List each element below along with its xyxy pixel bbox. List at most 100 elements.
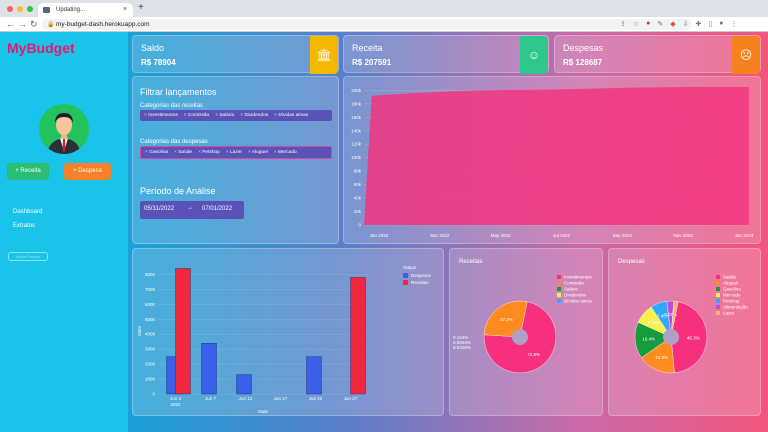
income-tag[interactable]: Comissão [184,113,209,118]
extension-red-icon[interactable]: ● [646,20,651,27]
sidebar-icon[interactable]: ▯ [708,21,713,28]
x-tick-label: Nov 2022 [674,233,694,238]
legend-label: Mercado [723,293,741,298]
faded-toggle-button[interactable]: Modo Escuro [8,252,48,261]
pie-title: Despesas [618,259,645,265]
filters-panel: Filtrar lançamentos Categorias das recei… [132,76,339,244]
nav-dashboard[interactable]: Dashboard [13,209,43,215]
kpi-saldo: Saldo R$ 78904 🏛 [132,35,339,74]
download-icon[interactable]: ⇩ [682,21,689,28]
eyedropper-icon[interactable]: ✎ [657,21,664,28]
expense-categories-dropdown[interactable]: Gasolina Saúde Petshop Lazer Aluguel Mer… [140,146,332,159]
pie-slice [670,301,708,374]
avatar [39,104,89,154]
expense-tag[interactable]: Petshop [198,150,220,155]
legend-label: Gasolina [723,287,741,292]
y-tick-label: 20k [354,209,362,214]
add-income-button[interactable]: + Receita [7,163,49,180]
reload-icon[interactable]: ↻ [30,19,38,29]
bank-icon: 🏛 [310,36,338,74]
y-tick-label: 1000 [145,377,156,382]
period-title: Período de Análise [140,186,216,196]
new-tab-icon[interactable]: + [138,2,144,13]
address-bar-row: ← → ↻ 🔒 my-budget-dash.herokuapp.com ⇪ ☆ ● ✎… [0,17,768,32]
bar-despesas [236,374,252,395]
legend-label: Dívidas ativas [564,299,593,304]
balance-chart-card: 0 20k 40k 60k 80k 100k 120k 140k 160k 180k 200k Jan… [343,76,761,244]
expense-tag[interactable]: Aluguel [248,150,268,155]
puzzle-icon[interactable]: ✚ [695,21,702,28]
expense-tag[interactable]: Mercado [274,150,297,155]
pie-pct-label: 7.45% [657,314,670,319]
legend-swatch [557,287,561,291]
browser-tab[interactable]: Updating... × [38,3,133,17]
expense-tag[interactable]: Gasolina [145,150,168,155]
income-tag[interactable]: Investimentos [144,113,178,118]
pie-pct-label: 45.3% [687,336,700,341]
nav-extratos[interactable]: Extratos [13,223,36,229]
income-tag[interactable]: Dividendos [240,113,268,118]
expense-tag[interactable]: Saúde [174,150,192,155]
legend-label: Salário [564,287,579,292]
legend-label: Lazer [723,311,735,316]
app-logo: MyBudget [7,40,75,56]
back-icon[interactable]: ← [6,19,15,29]
url-text: my-budget-dash.herokuapp.com [56,21,150,28]
kpi-receita: Receita R$ 207591 ☺ [343,35,549,74]
x-tick-label: Jan 2022 [370,233,389,238]
minimize-window-button[interactable] [17,6,23,12]
legend-label: Comissão [564,281,585,286]
pie-hole [663,329,679,345]
kpi-value: R$ 78904 [141,58,176,67]
kpi-value: R$ 207591 [352,58,392,67]
share-icon[interactable]: ⇪ [620,21,626,28]
pocket-icon[interactable]: ◆ [670,21,676,28]
menu-icon[interactable]: ⋮ [730,21,738,28]
star-icon[interactable]: ☆ [632,21,640,28]
add-expense-button[interactable]: + Despesa [64,163,111,180]
expense-tag[interactable]: Lazer [226,150,242,155]
maximize-window-button[interactable] [27,6,33,12]
balance-area [364,87,749,225]
end-date[interactable]: 07/01/2022 [202,206,233,212]
bar-receitas [175,268,191,395]
close-tab-icon[interactable]: × [122,6,127,13]
x-tick-label: Mar 2022 [430,233,450,238]
income-categories-dropdown[interactable]: Investimentos Comissão Salário Dividendo… [140,110,332,121]
legend-label: Aluguel [723,281,738,286]
legend-swatch [716,299,720,303]
y-tick-label: 160k [351,115,362,120]
url-input[interactable]: 🔒 my-budget-dash.herokuapp.com [42,19,692,30]
legend-label: Despesas [411,273,432,278]
x-tick-label: Jun 7 [205,396,217,401]
bar-receitas [350,277,366,395]
filters-title: Filtrar lançamentos [140,87,217,97]
x-tick-label: Jun 3 [170,396,182,401]
legend-label: Receitas [411,280,429,285]
kpi-despesas: Despesas R$ 128687 ☹ [554,35,761,74]
tab-title: Updating... [56,7,86,13]
legend-swatch [716,287,720,291]
income-tag[interactable]: Dívidas ativas [274,113,308,118]
legend-swatch [557,293,561,297]
forward-icon[interactable]: → [18,19,27,29]
legend-swatch [403,280,408,285]
smile-icon: ☺ [520,36,548,74]
income-tag[interactable]: Salário [215,113,234,118]
legend-label: Dividendos [564,293,587,298]
date-range-picker[interactable]: 05/31/2022 → 07/01/2022 [140,201,244,219]
y-tick-label: 180k [351,101,362,106]
start-date[interactable]: 05/31/2022 [144,206,175,212]
output-bar-chart: 0 1000 2000 3000 4000 5000 6000 7000 8000 Valor Da… [137,265,432,414]
close-window-button[interactable] [7,6,13,12]
expense-pie-card: Despesas Saúde Aluguel Gasolina Mercado Petsh… [608,248,761,416]
y-tick-label: 7000 [145,287,156,292]
legend-swatch [716,305,720,309]
x-tick-label: 2022 [170,402,181,407]
window-controls [7,6,33,12]
pie-pct-label: 27.2% [500,317,513,322]
profile-icon[interactable]: ● [719,20,724,27]
y-tick-label: 6000 [145,302,156,307]
x-tick-label: Jun 27 [344,396,358,401]
legend-title: Output [403,265,417,270]
